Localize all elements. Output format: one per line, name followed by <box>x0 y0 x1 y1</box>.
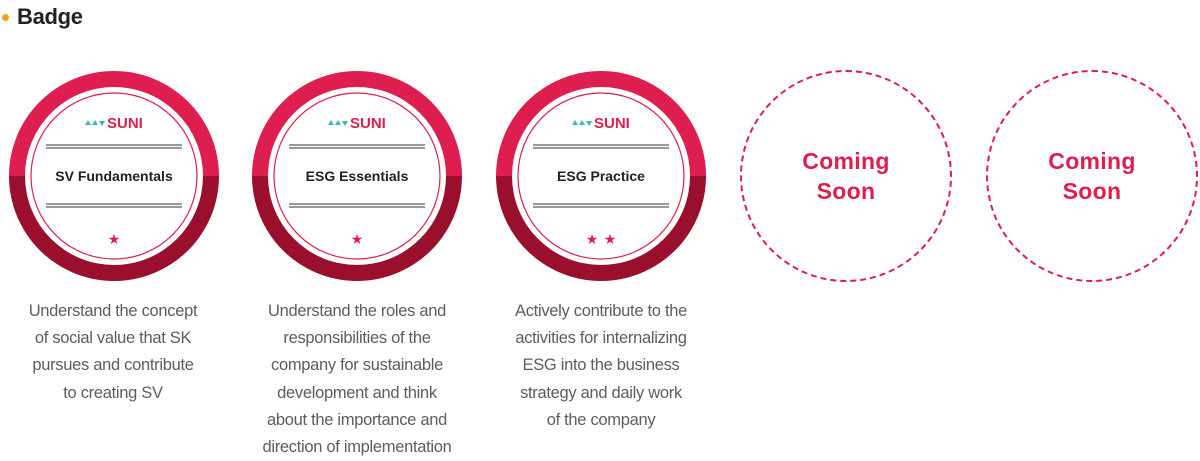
name-rule-bottom <box>46 203 182 208</box>
coming-soon-text: Coming Soon <box>1048 148 1136 204</box>
coming-soon-text: Coming Soon <box>802 148 890 204</box>
description-line: to creating SV <box>63 383 163 402</box>
suni-logo-text: SUNI <box>350 115 386 132</box>
coming-soon-placeholder: Coming Soon <box>986 70 1198 282</box>
star-icon: ★ <box>586 232 599 248</box>
badge-name: ESG Essentials <box>306 168 409 184</box>
star-icon: ★ <box>351 232 364 248</box>
badge-medal: SUNI ESG Practice ★ ★ <box>496 71 706 281</box>
badge-medal: SUNI ESG Essentials ★ <box>252 71 462 281</box>
suni-logo-text: SUNI <box>107 115 143 132</box>
section-title: Badge <box>17 4 83 29</box>
description-line: development and think <box>277 383 437 402</box>
description-line: activities for internalizing <box>515 329 687 348</box>
badge-name: ESG Practice <box>557 168 645 184</box>
badge-sv-fundamentals[interactable]: SUNI SV Fundamentals ★ <box>8 70 220 282</box>
section-header: Badge <box>0 4 83 30</box>
description-line: about the importance and <box>267 410 447 429</box>
name-rule-top <box>289 144 425 149</box>
star-icon: ★ <box>604 232 617 248</box>
description-line: direction of implementation <box>262 438 452 457</box>
name-rule-top <box>46 144 182 149</box>
description-line: Actively contribute to the <box>515 302 687 320</box>
badge-medal: SUNI SV Fundamentals ★ <box>9 71 219 281</box>
badge-esg-practice[interactable]: SUNI ESG Practice ★ ★ <box>495 70 707 282</box>
star-icon: ★ <box>108 232 121 248</box>
bullet-dot <box>2 13 9 21</box>
description-line: Understand the concept <box>28 302 198 320</box>
badge-name: SV Fundamentals <box>55 168 173 184</box>
description-line: of social value that SK <box>34 329 192 348</box>
suni-logo-icon <box>85 120 105 126</box>
badge-description: Actively contribute to the activities fo… <box>491 298 711 434</box>
description-line: pursues and contribute <box>32 356 194 375</box>
name-rule-bottom <box>289 203 425 208</box>
description-line: company for sustainable <box>271 356 443 375</box>
suni-logo-icon <box>328 120 348 126</box>
suni-logo-text: SUNI <box>594 115 630 132</box>
name-rule-bottom <box>533 203 669 208</box>
description-line: responsibilities of the <box>283 329 431 348</box>
badge-description: Understand the concept of social value t… <box>3 298 223 407</box>
description-line: strategy and daily work <box>520 383 682 402</box>
suni-logo-icon <box>572 120 592 126</box>
coming-soon-placeholder: Coming Soon <box>740 70 952 282</box>
badge-esg-essentials[interactable]: SUNI ESG Essentials ★ <box>251 70 463 282</box>
name-rule-top <box>533 144 669 149</box>
badge-description: Understand the roles and responsibilitie… <box>247 298 467 461</box>
description-line: of the company <box>546 410 656 429</box>
description-line: ESG into the business <box>522 356 680 375</box>
description-line: Understand the roles and <box>267 302 447 320</box>
